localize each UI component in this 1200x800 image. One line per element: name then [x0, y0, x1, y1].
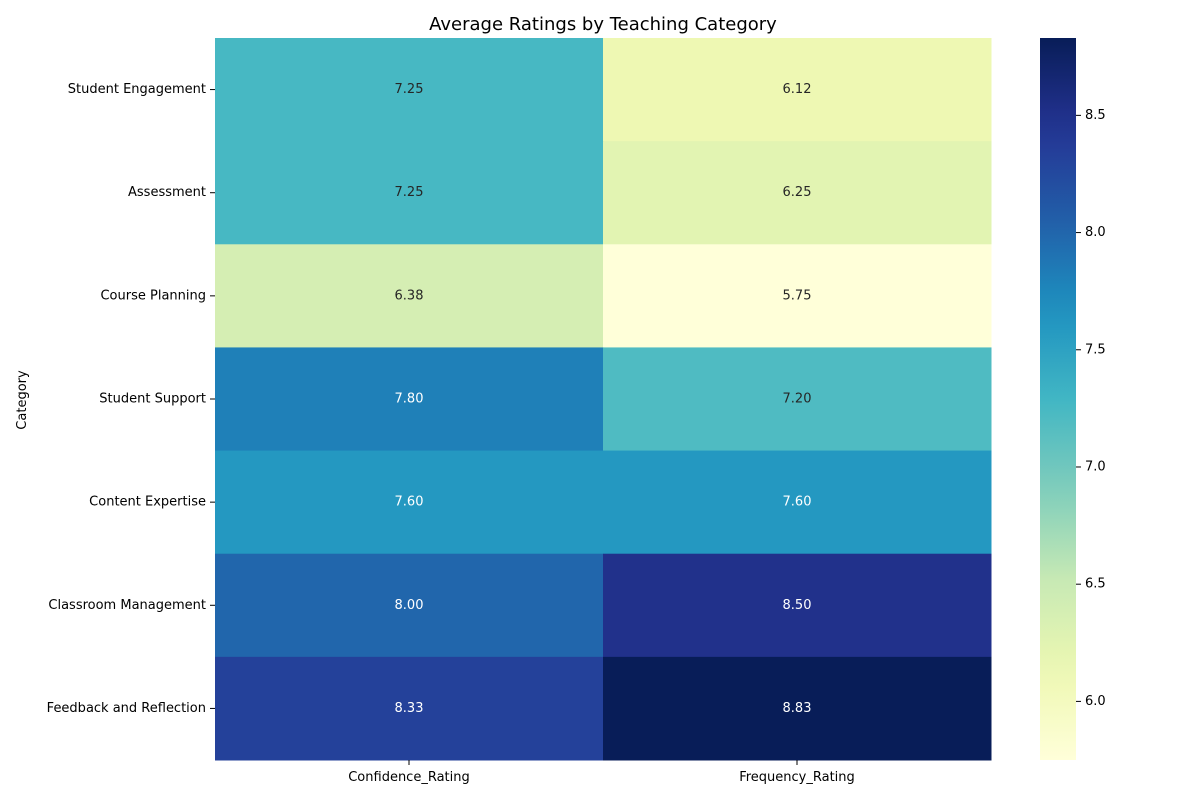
row-tick-label: Assessment [128, 185, 206, 200]
heatmap-cell [215, 244, 604, 348]
heatmap-cell [215, 450, 604, 555]
row-tick-label: Classroom Management [48, 598, 206, 613]
cell-value-label: 7.25 [395, 185, 424, 200]
heatmap-cell [603, 244, 992, 348]
cell-value-label: 6.38 [395, 288, 424, 303]
cell-value-label: 7.80 [395, 392, 424, 407]
cell-value-label: 8.50 [783, 598, 812, 613]
column-tick-label: Frequency_Rating [739, 770, 855, 785]
cell-value-label: 8.33 [395, 701, 424, 716]
colorbar [1040, 38, 1076, 760]
cell-value-label: 8.00 [395, 598, 424, 613]
cell-value-label: 5.75 [783, 288, 812, 303]
y-axis-label: Category [15, 370, 30, 430]
cell-value-label: 6.12 [783, 82, 812, 97]
colorbar-tick-label: 6.0 [1085, 694, 1106, 709]
heatmap-cell [215, 347, 604, 452]
column-tick-label: Confidence_Rating [348, 770, 470, 785]
row-tick-label: Student Engagement [68, 82, 206, 97]
chart-title: Average Ratings by Teaching Category [429, 14, 777, 35]
cell-value-label: 6.25 [783, 185, 812, 200]
heatmap-cell [603, 553, 992, 658]
row-tick-label: Content Expertise [89, 495, 206, 510]
cell-value-label: 7.60 [783, 495, 812, 510]
colorbar-ticks: 6.0 6.5 7.0 7.5 8.0 8.5 [1076, 108, 1106, 709]
heatmap-cell [603, 347, 992, 452]
heatmap-cells: 7.25 6.12 7.25 6.25 6.38 5.75 7.80 7.20 7.60 7.60… [215, 38, 992, 761]
heatmap-cell [215, 656, 604, 761]
row-tick-label: Course Planning [100, 288, 206, 303]
colorbar-tick-label: 7.5 [1085, 342, 1106, 357]
heatmap-cell [603, 38, 992, 142]
heatmap-cell [215, 141, 604, 245]
heatmap-cell [603, 141, 992, 245]
cell-value-label: 8.83 [783, 701, 812, 716]
heatmap-cell [603, 656, 992, 761]
heatmap-cell [215, 38, 604, 142]
colorbar-tick-label: 6.5 [1085, 577, 1106, 592]
colorbar-tick-label: 7.0 [1085, 459, 1106, 474]
cell-value-label: 7.60 [395, 495, 424, 510]
row-tick-label: Student Support [99, 392, 206, 407]
heatmap-cell [215, 553, 604, 658]
colorbar-tick-label: 8.0 [1085, 225, 1106, 240]
row-tick-label: Feedback and Reflection [47, 701, 206, 716]
cell-value-label: 7.25 [395, 82, 424, 97]
colorbar-tick-label: 8.5 [1085, 108, 1106, 123]
row-tick-labels: Student Engagement Assessment Course Plann… [47, 82, 215, 716]
heatmap-cell [603, 450, 992, 555]
cell-value-label: 7.20 [783, 392, 812, 407]
column-tick-labels: Confidence_Rating Frequency_Rating [348, 760, 855, 785]
